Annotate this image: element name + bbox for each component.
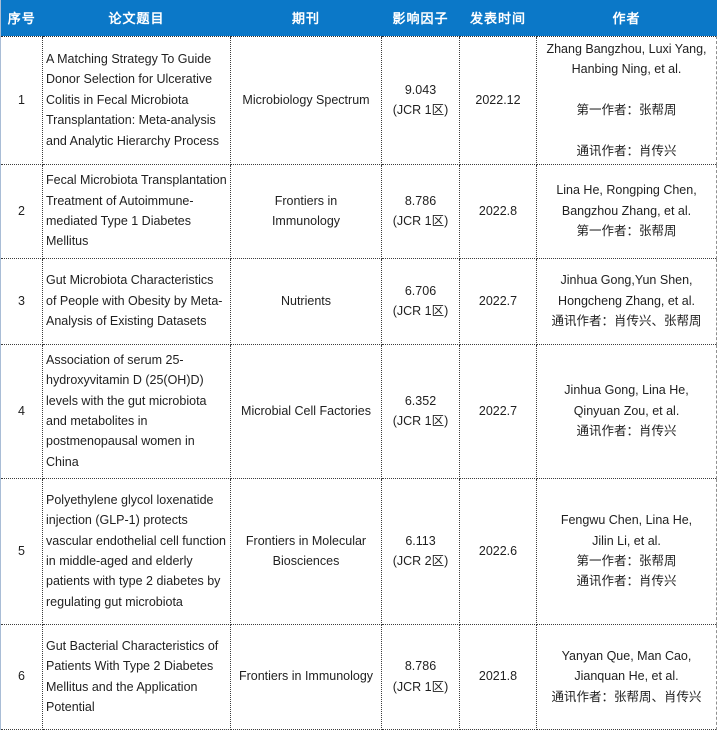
cell-journal: Microbiology Spectrum <box>230 35 382 165</box>
cell-publish-date: 2022.7 <box>459 257 537 345</box>
header-impact-factor: 影响因子 <box>381 0 460 37</box>
cell-title: A Matching Strategy To Guide Donor Selec… <box>42 35 231 165</box>
cell-authors: Fengwu Chen, Lina He, Jilin Li, et al. 第… <box>536 477 717 625</box>
table-row: 5 Polyethylene glycol loxenatide injecti… <box>0 477 717 625</box>
cell-title: Gut Bacterial Characteristics of Patient… <box>42 623 231 730</box>
cell-title: Polyethylene glycol loxenatide injection… <box>42 477 231 625</box>
cell-authors: Lina He, Rongping Chen, Bangzhou Zhang, … <box>536 163 717 259</box>
cell-publish-date: 2021.8 <box>459 623 537 730</box>
cell-impact-factor: 9.043 (JCR 1区) <box>381 35 460 165</box>
table-row: 4 Association of serum 25-hydroxyvitamin… <box>0 343 717 479</box>
table-row: 1 A Matching Strategy To Guide Donor Sel… <box>0 35 717 165</box>
table-row: 6 Gut Bacterial Characteristics of Patie… <box>0 623 717 730</box>
cell-journal: Frontiers in Immunology <box>230 623 382 730</box>
cell-journal: Nutrients <box>230 257 382 345</box>
cell-index: 4 <box>0 343 43 479</box>
cell-index: 2 <box>0 163 43 259</box>
cell-authors: Jinhua Gong, Lina He, Qinyuan Zou, et al… <box>536 343 717 479</box>
header-row: 序号 论文题目 期刊 影响因子 发表时间 作者 <box>0 0 717 37</box>
cell-impact-factor: 8.786 (JCR 1区) <box>381 623 460 730</box>
header-title: 论文题目 <box>42 0 231 37</box>
cell-impact-factor: 8.786 (JCR 1区) <box>381 163 460 259</box>
cell-impact-factor: 6.113 (JCR 2区) <box>381 477 460 625</box>
cell-title: Gut Microbiota Characteristics of People… <box>42 257 231 345</box>
cell-impact-factor: 6.706 (JCR 1区) <box>381 257 460 345</box>
header-index: 序号 <box>0 0 43 37</box>
table-row: 2 Fecal Microbiota Transplantation Treat… <box>0 163 717 259</box>
cell-publish-date: 2022.7 <box>459 343 537 479</box>
cell-index: 6 <box>0 623 43 730</box>
header-journal: 期刊 <box>230 0 382 37</box>
cell-journal: Frontiers in Immunology <box>230 163 382 259</box>
cell-index: 1 <box>0 35 43 165</box>
cell-impact-factor: 6.352 (JCR 1区) <box>381 343 460 479</box>
cell-authors: Yanyan Que, Man Cao, Jianquan He, et al.… <box>536 623 717 730</box>
cell-publish-date: 2022.12 <box>459 35 537 165</box>
cell-publish-date: 2022.6 <box>459 477 537 625</box>
cell-title: Association of serum 25-hydroxyvitamin D… <box>42 343 231 479</box>
cell-publish-date: 2022.8 <box>459 163 537 259</box>
cell-journal: Microbial Cell Factories <box>230 343 382 479</box>
cell-index: 5 <box>0 477 43 625</box>
header-publish-date: 发表时间 <box>459 0 537 37</box>
cell-journal: Frontiers in Molecular Biosciences <box>230 477 382 625</box>
table-row: 3 Gut Microbiota Characteristics of Peop… <box>0 257 717 345</box>
cell-authors: Zhang Bangzhou, Luxi Yang, Hanbing Ning,… <box>536 35 717 165</box>
cell-title: Fecal Microbiota Transplantation Treatme… <box>42 163 231 259</box>
header-authors: 作者 <box>536 0 717 37</box>
cell-index: 3 <box>0 257 43 345</box>
cell-authors: Jinhua Gong,Yun Shen, Hongcheng Zhang, e… <box>536 257 717 345</box>
